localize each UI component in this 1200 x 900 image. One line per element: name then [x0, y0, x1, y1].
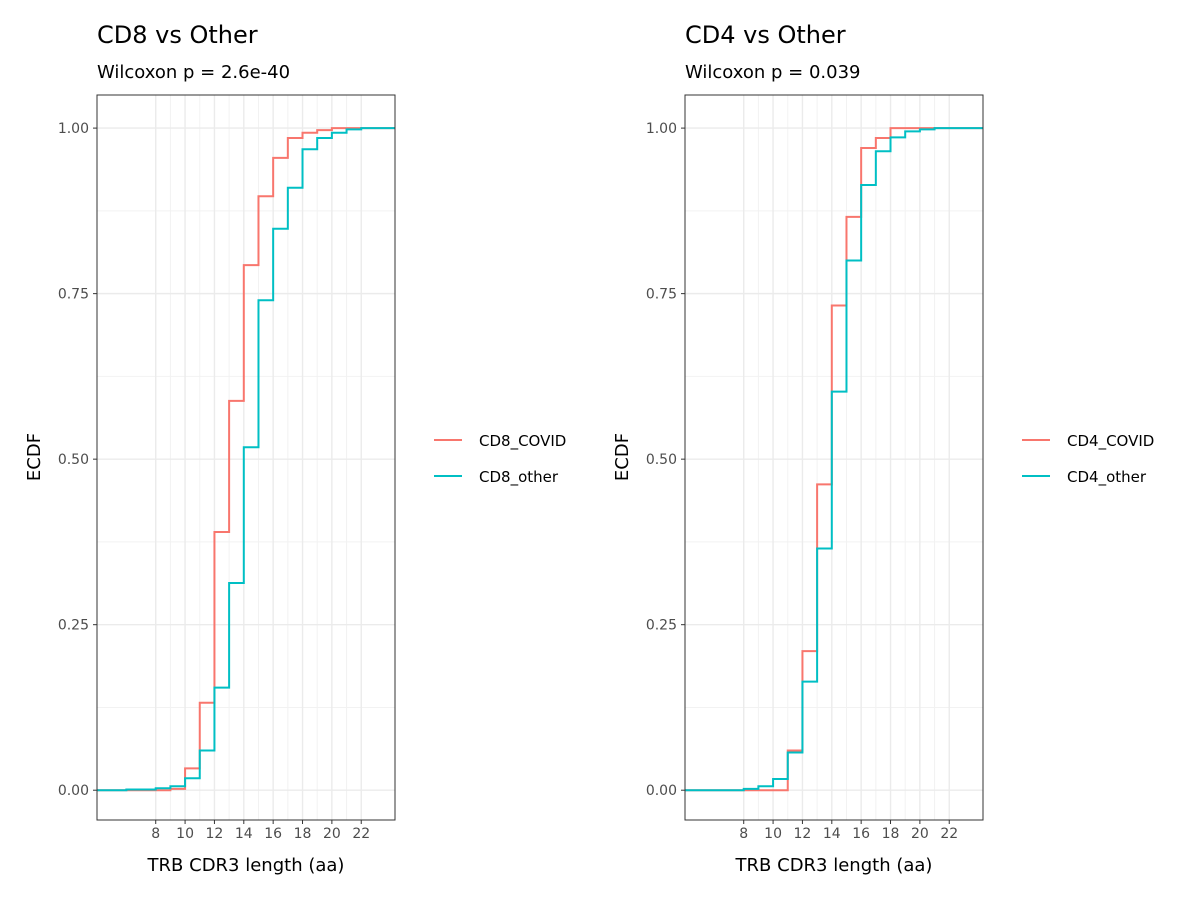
axis-ticks: 8 10 12 14 16 18 20 22 0.00 0.25 0.50 0.75 1.00 [646, 121, 958, 842]
x-tick-label: 14 [823, 826, 841, 842]
y-tick-label: 0.75 [58, 287, 89, 303]
panel-cd4-vs-other: CD4 vs Other Wilcoxon p = 0.039 8 10 12 14 1… [612, 21, 1154, 876]
axis-ticks: 8 10 12 14 16 18 20 22 0.00 0.25 0.50 0.75 1.00 [58, 121, 370, 842]
series-line-cd8-covid [97, 127, 395, 792]
y-tick-label: 0.75 [646, 287, 677, 303]
chart-subtitle: Wilcoxon p = 0.039 [685, 62, 860, 83]
y-tick-label: 0.00 [58, 783, 89, 799]
legend-label: CD8_other [479, 468, 559, 487]
grid [685, 95, 983, 820]
legend: CD4_COVID CD4_other [1022, 432, 1154, 487]
x-tick-label: 8 [151, 826, 160, 842]
chart-subtitle: Wilcoxon p = 2.6e-40 [97, 62, 290, 83]
x-tick-label: 20 [323, 826, 341, 842]
x-tick-label: 20 [911, 826, 929, 842]
y-axis-title: ECDF [24, 433, 45, 481]
y-tick-label: 1.00 [646, 121, 677, 137]
y-tick-label: 1.00 [58, 121, 89, 137]
plot-border [96, 94, 396, 821]
y-axis-title: ECDF [612, 433, 633, 481]
grid [97, 95, 395, 820]
series-layer [685, 127, 983, 792]
chart-title: CD8 vs Other [97, 21, 258, 49]
x-tick-label: 16 [852, 826, 870, 842]
y-tick-label: 0.50 [646, 452, 677, 468]
chart-title: CD4 vs Other [685, 21, 846, 49]
x-axis-title: TRB CDR3 length (aa) [735, 855, 933, 876]
x-tick-label: 10 [764, 826, 782, 842]
y-tick-label: 0.50 [58, 452, 89, 468]
legend-label: CD8_COVID [479, 432, 566, 451]
series-line-cd8-other [97, 127, 395, 792]
x-tick-label: 10 [176, 826, 194, 842]
y-tick-label: 0.00 [646, 783, 677, 799]
plot-border [684, 94, 984, 821]
x-tick-label: 18 [294, 826, 312, 842]
legend: CD8_COVID CD8_other [434, 432, 566, 487]
x-tick-label: 16 [264, 826, 282, 842]
y-tick-label: 0.25 [58, 618, 89, 634]
x-tick-label: 14 [235, 826, 253, 842]
series-layer [97, 127, 395, 792]
x-axis-title: TRB CDR3 length (aa) [147, 855, 345, 876]
x-tick-label: 8 [739, 826, 748, 842]
panel-cd8-vs-other: CD8 vs Other Wilcoxon p = 2.6e-40 8 10 12 1… [24, 21, 566, 876]
y-tick-label: 0.25 [646, 618, 677, 634]
x-tick-label: 22 [940, 826, 958, 842]
x-tick-label: 12 [794, 826, 812, 842]
legend-label: CD4_other [1067, 468, 1147, 487]
x-tick-label: 12 [206, 826, 224, 842]
legend-label: CD4_COVID [1067, 432, 1154, 451]
x-tick-label: 22 [352, 826, 370, 842]
x-tick-label: 18 [882, 826, 900, 842]
series-line-cd4-other [685, 127, 983, 792]
